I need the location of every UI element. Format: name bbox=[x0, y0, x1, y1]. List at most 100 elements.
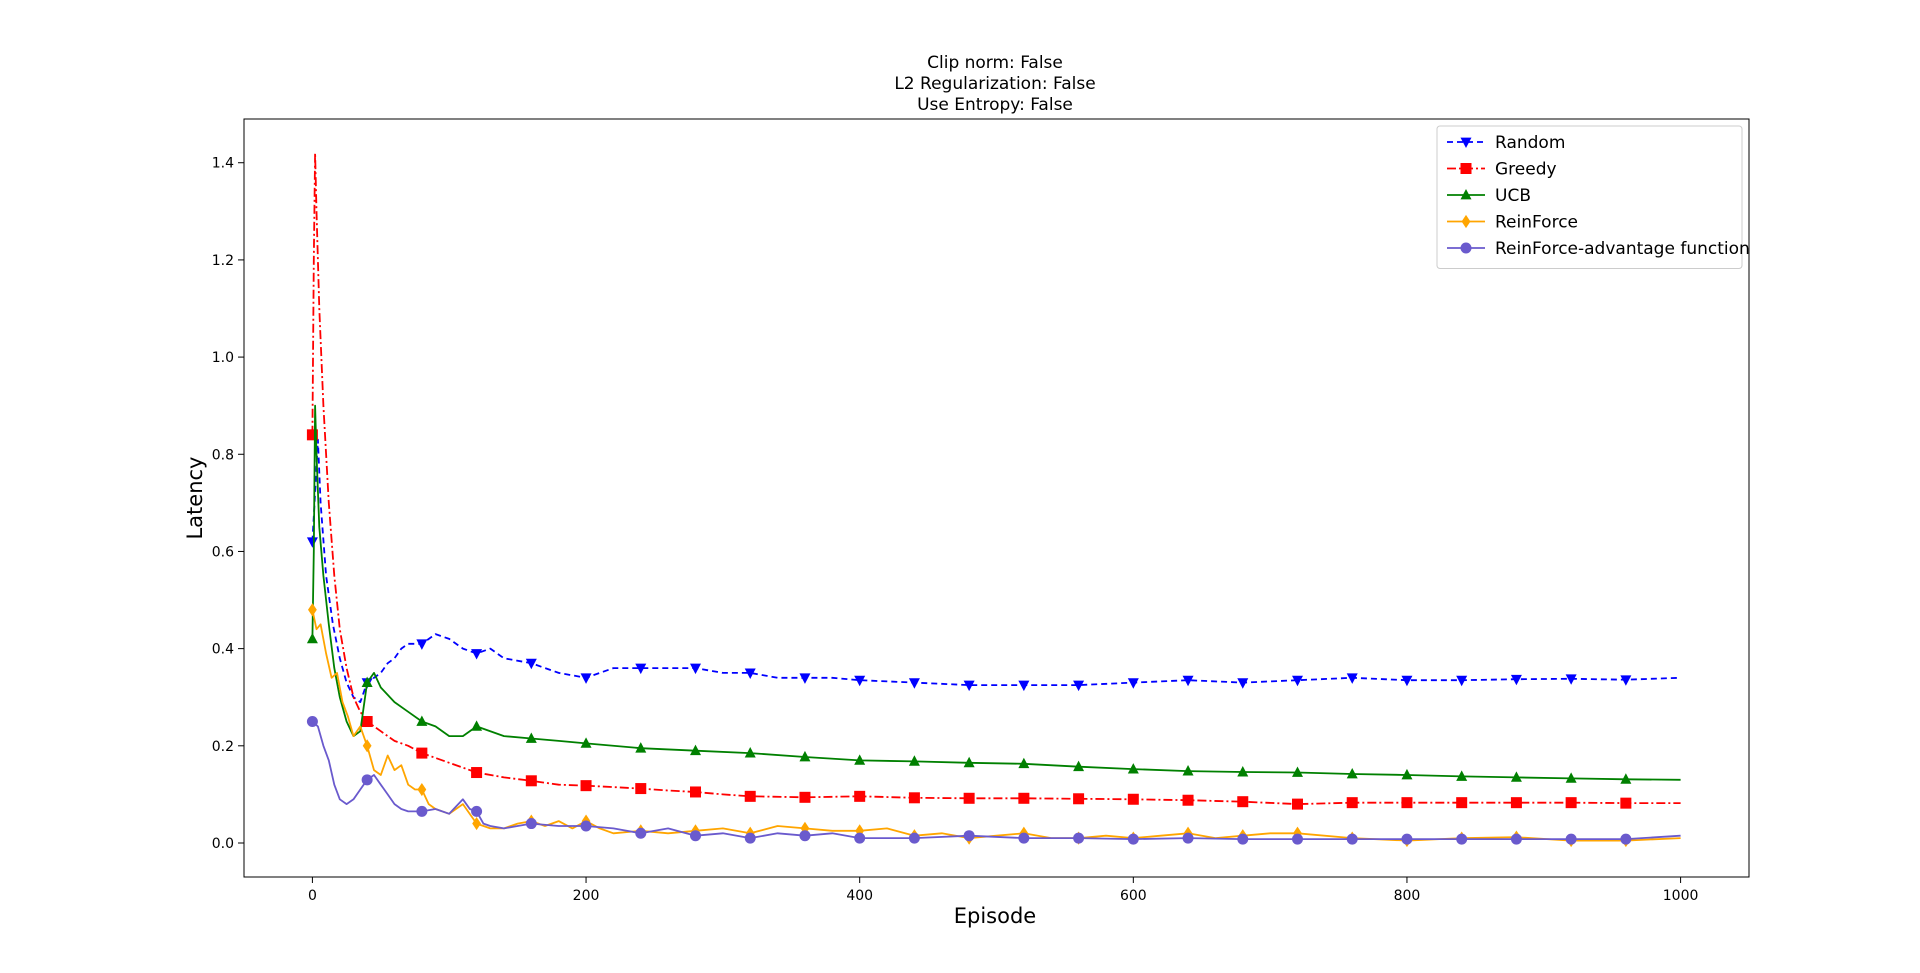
series-ucb bbox=[306, 404, 1681, 784]
series-marker-greedy bbox=[635, 783, 647, 795]
series-marker-reinforce-advantage-function bbox=[361, 774, 373, 786]
series-marker-ucb bbox=[361, 676, 373, 688]
series-marker-reinforce-advantage-function bbox=[1073, 832, 1085, 844]
series-marker-ucb bbox=[1565, 772, 1577, 783]
series-marker-random bbox=[1346, 673, 1358, 684]
series-marker-random bbox=[1620, 675, 1632, 686]
series-marker-ucb bbox=[1510, 771, 1522, 782]
series-marker-greedy bbox=[744, 790, 756, 802]
series-line-greedy bbox=[311, 152, 1681, 805]
series-marker-greedy bbox=[1018, 792, 1030, 804]
legend-item-greedy: Greedy bbox=[1447, 160, 1557, 180]
chart-title: Clip norm: False L2 Regularization: Fals… bbox=[894, 53, 1095, 115]
series-marker-reinforce-advantage-function bbox=[744, 832, 756, 844]
x-tick-label: 800 bbox=[1394, 888, 1421, 904]
series-marker-ucb bbox=[306, 632, 318, 644]
series-line-reinforce-advantage-function bbox=[311, 720, 1681, 840]
series-marker-greedy bbox=[1237, 796, 1249, 808]
x-tick-label: 400 bbox=[846, 888, 873, 904]
series-marker-random bbox=[1237, 678, 1249, 689]
series-marker-greedy bbox=[963, 792, 975, 804]
series-marker-reinforce-advantage-function bbox=[306, 716, 318, 728]
y-tick-label: 0.4 bbox=[212, 642, 234, 658]
series-marker-greedy bbox=[690, 786, 701, 798]
series-marker-random bbox=[1456, 675, 1468, 687]
y-tick-label: 1.4 bbox=[212, 156, 234, 172]
series-marker-random bbox=[1073, 680, 1085, 692]
legend-item-reinforce: ReinForce bbox=[1447, 213, 1578, 233]
series-marker-random bbox=[1510, 674, 1522, 686]
series-marker-greedy bbox=[1182, 794, 1194, 806]
series-marker-reinforce-advantage-function bbox=[416, 805, 428, 817]
x-tick-label: 200 bbox=[573, 888, 600, 904]
series-reinforce bbox=[308, 603, 1681, 848]
legend-item-ucb: UCB bbox=[1447, 186, 1531, 206]
series-marker-ucb bbox=[1073, 760, 1085, 772]
y-axis-label: Latency bbox=[183, 456, 207, 539]
series-marker-random bbox=[525, 658, 537, 670]
series-marker-ucb bbox=[908, 755, 920, 766]
series-marker-greedy bbox=[1456, 797, 1468, 809]
x-axis-label: Episode bbox=[954, 904, 1036, 928]
legend-item-reinforce-advantage-function: ReinForce-advantage function bbox=[1447, 239, 1750, 259]
series-marker-reinforce bbox=[855, 824, 865, 838]
series-marker-random bbox=[1401, 675, 1413, 687]
series-marker-reinforce-advantage-function bbox=[1127, 833, 1139, 845]
series-marker-greedy bbox=[361, 716, 373, 728]
series-marker-reinforce-advantage-function bbox=[854, 832, 866, 844]
series-marker-reinforce-advantage-function bbox=[525, 818, 537, 830]
series-marker-greedy bbox=[1346, 797, 1358, 809]
legend-label: Greedy bbox=[1495, 160, 1557, 180]
y-tick-label: 0.6 bbox=[212, 544, 234, 560]
series-marker-reinforce-advantage-function bbox=[1346, 833, 1358, 845]
series-marker-greedy bbox=[1073, 793, 1085, 805]
y-tick-label: 0.2 bbox=[212, 739, 234, 755]
series-marker-reinforce-advantage-function bbox=[580, 820, 592, 832]
series-marker-reinforce-advantage-function bbox=[635, 827, 647, 839]
series-marker-greedy bbox=[471, 767, 483, 779]
series-marker-random bbox=[744, 668, 756, 679]
legend-label: ReinForce-advantage function bbox=[1495, 239, 1750, 259]
series-marker-greedy bbox=[1127, 793, 1139, 805]
legend-box bbox=[1436, 125, 1743, 269]
series-line-random bbox=[311, 438, 1681, 703]
y-tick-label: 1.2 bbox=[212, 253, 234, 269]
series-marker-reinforce-advantage-function bbox=[963, 830, 975, 842]
series-marker-greedy bbox=[306, 429, 318, 441]
series-marker-reinforce-advantage-function bbox=[1182, 832, 1194, 844]
series-line-ucb bbox=[311, 404, 1681, 781]
series-marker-reinforce-advantage-function bbox=[908, 832, 920, 844]
plot-frame bbox=[243, 118, 1750, 878]
title-line-use-entropy: Use Entropy: False bbox=[917, 95, 1073, 115]
series-marker-reinforce-advantage-function bbox=[1292, 833, 1303, 845]
series-marker-greedy bbox=[1401, 797, 1413, 809]
series-marker-random bbox=[963, 680, 975, 692]
series-marker-reinforce bbox=[308, 603, 317, 617]
x-tick-label: 0 bbox=[308, 888, 317, 904]
series-reinforce-advantage-function bbox=[306, 716, 1681, 845]
series-marker-random bbox=[471, 649, 483, 660]
y-tick-label: 0.8 bbox=[212, 447, 234, 463]
legend: Random Greedy UCB ReinForce ReinForce-advant… bbox=[1436, 125, 1750, 269]
series-marker-random bbox=[1292, 675, 1303, 687]
series-marker-reinforce bbox=[417, 782, 427, 797]
series-marker-random bbox=[416, 639, 428, 650]
series-marker-ucb bbox=[854, 754, 866, 765]
series-marker-ucb bbox=[1620, 773, 1632, 784]
series-marker-ucb bbox=[1292, 766, 1303, 777]
series-marker-reinforce bbox=[362, 739, 372, 753]
series-marker-random bbox=[690, 663, 701, 675]
series-greedy bbox=[306, 152, 1681, 810]
series-marker-greedy bbox=[1565, 797, 1577, 809]
series-marker-reinforce-advantage-function bbox=[471, 805, 483, 817]
series-marker-ucb bbox=[744, 747, 756, 758]
series-marker-random bbox=[635, 663, 647, 675]
series-marker-ucb bbox=[635, 742, 647, 753]
series-marker-ucb bbox=[1018, 757, 1030, 769]
series-marker-ucb bbox=[799, 750, 811, 762]
series-marker-random bbox=[306, 537, 318, 548]
series-marker-ucb bbox=[1456, 770, 1468, 781]
series-marker-greedy bbox=[525, 775, 537, 787]
title-line-clip-norm: Clip norm: False bbox=[927, 53, 1063, 73]
